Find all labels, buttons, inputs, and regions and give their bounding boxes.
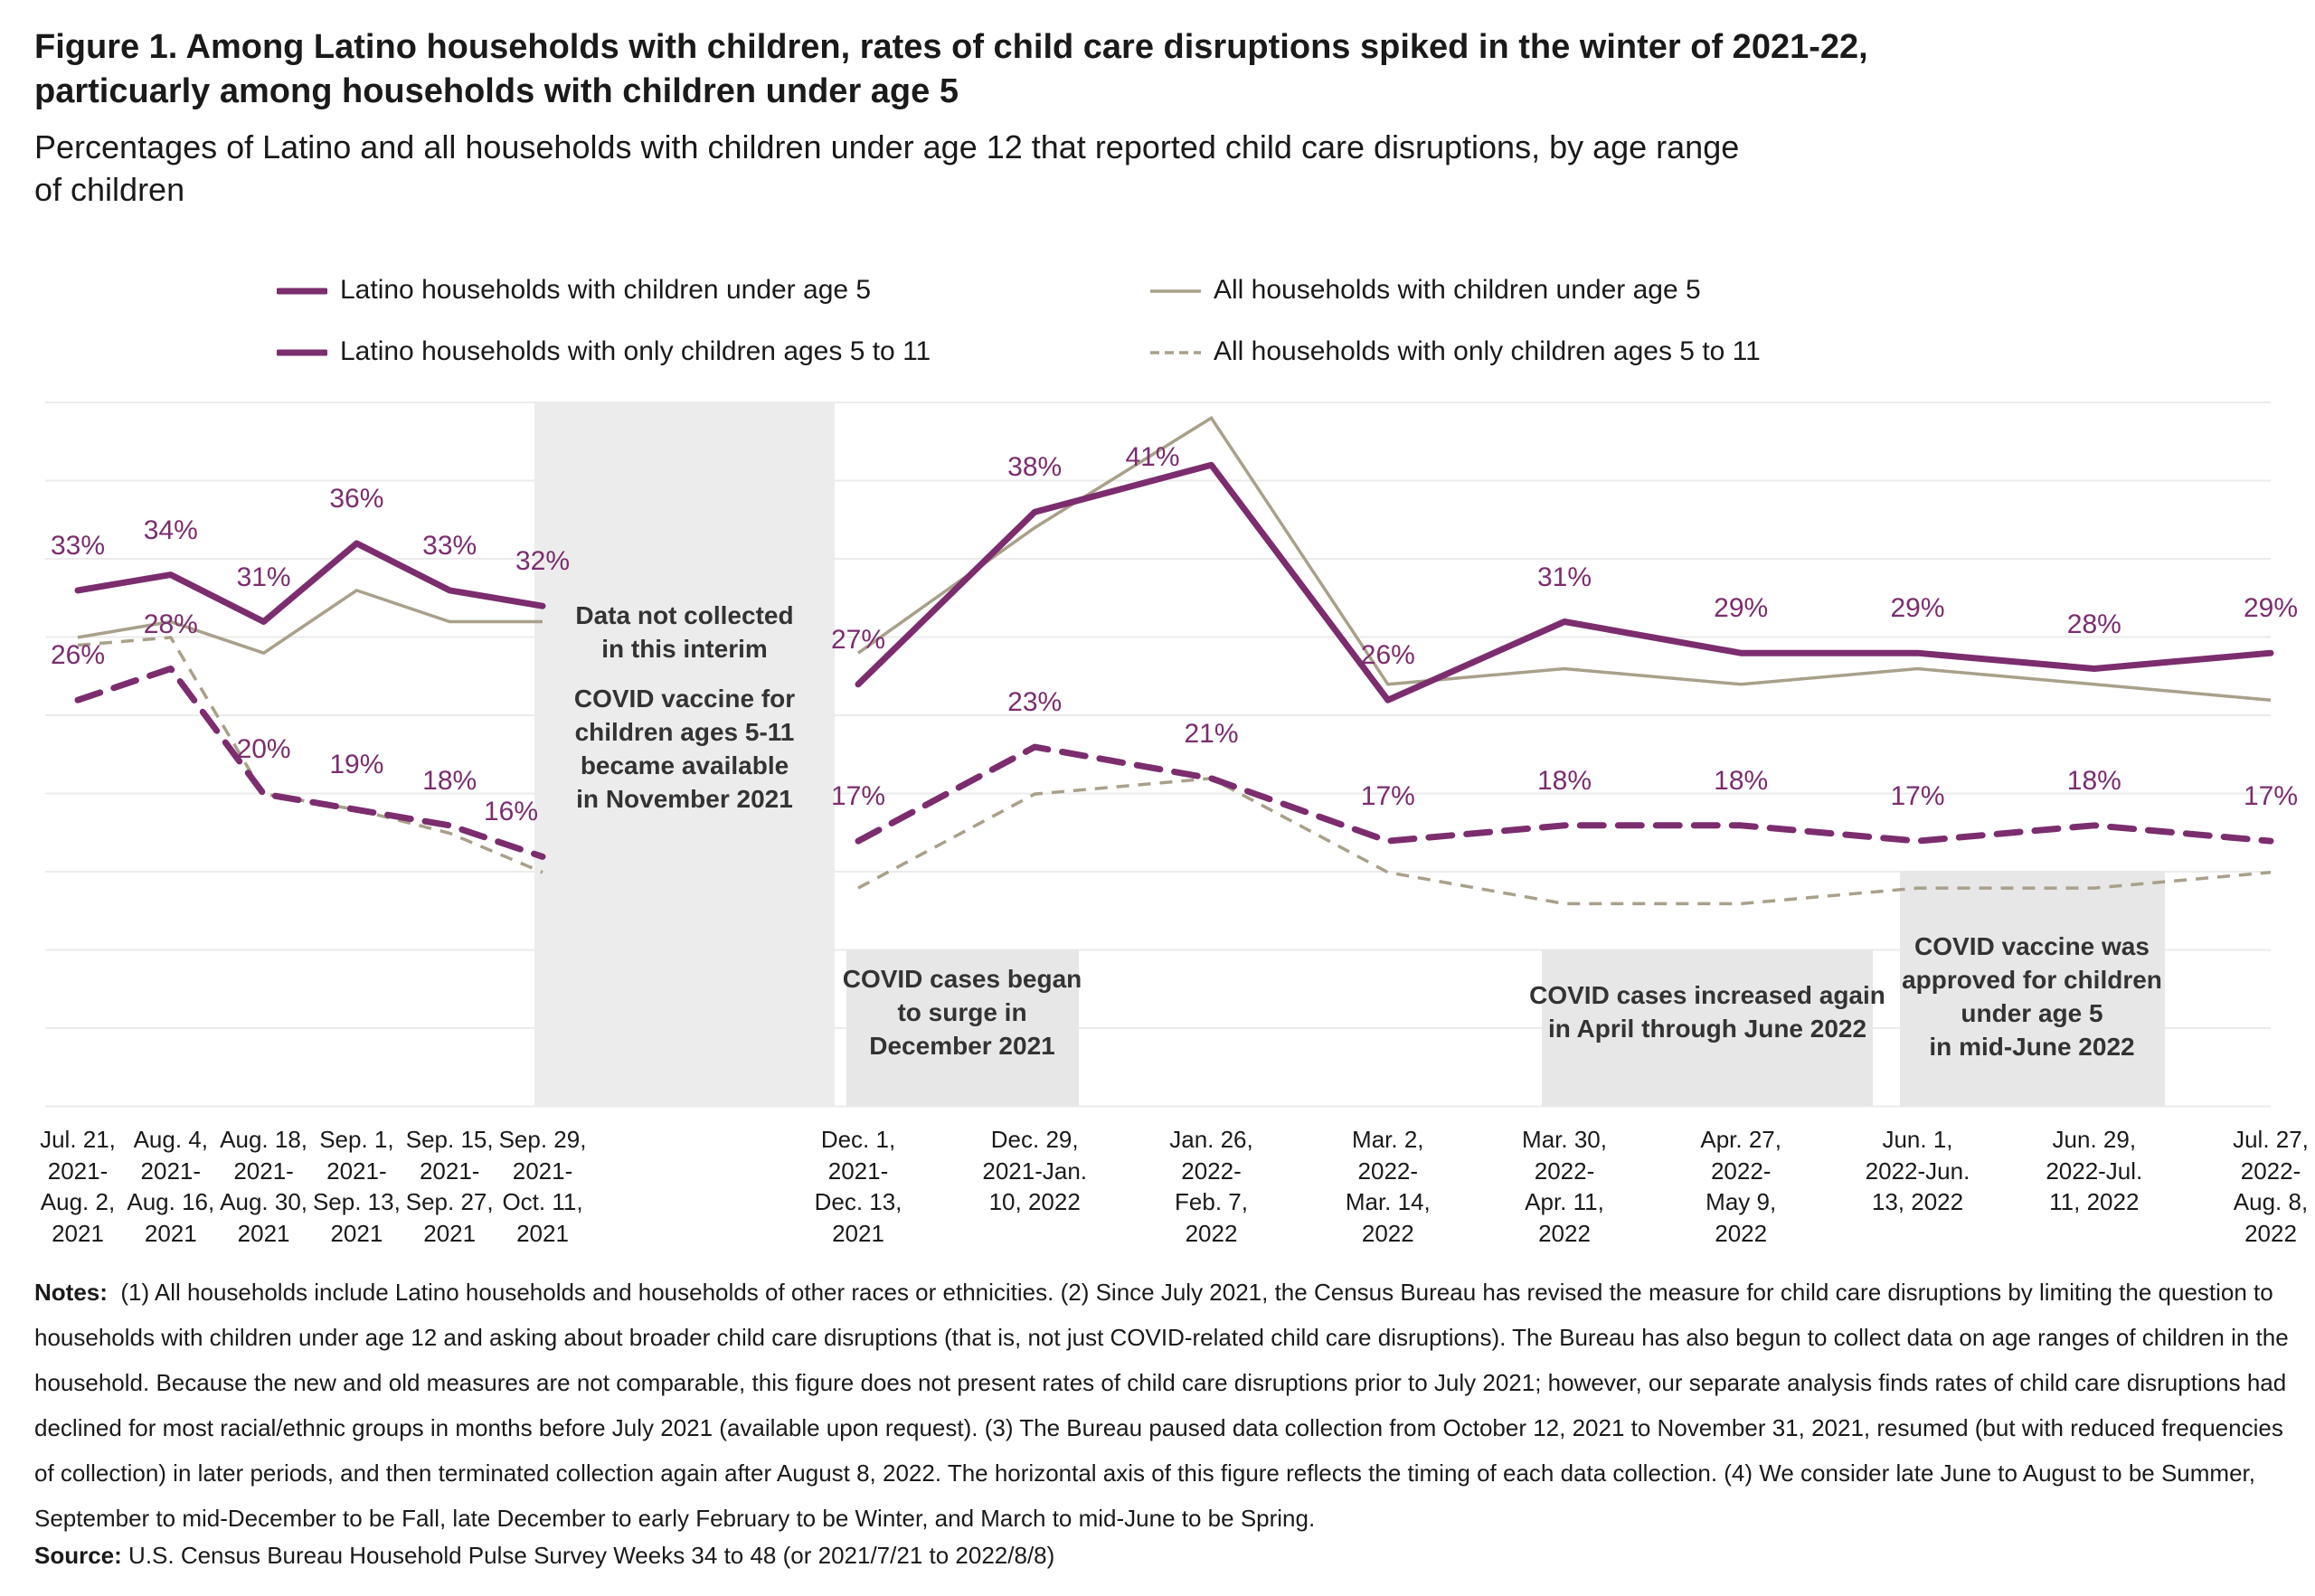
svg-text:29%: 29% <box>2244 593 2298 623</box>
svg-text:19%: 19% <box>329 750 383 779</box>
svg-text:38%: 38% <box>1007 452 1062 482</box>
svg-text:29%: 29% <box>1714 593 1768 623</box>
svg-text:in mid-June 2022: in mid-June 2022 <box>1929 1033 2134 1061</box>
svg-text:18%: 18% <box>1537 766 1592 796</box>
svg-text:COVID vaccine was: COVID vaccine was <box>1914 932 2150 960</box>
svg-text:18%: 18% <box>2067 766 2121 796</box>
svg-text:17%: 17% <box>831 781 885 811</box>
svg-text:to surge in: to surge in <box>897 998 1026 1026</box>
svg-text:COVID cases increased again: COVID cases increased again <box>1529 981 1885 1009</box>
svg-text:20%: 20% <box>237 734 291 764</box>
svg-text:21%: 21% <box>1184 719 1238 749</box>
svg-text:in this interim: in this interim <box>601 635 768 663</box>
svg-text:17%: 17% <box>2244 781 2298 811</box>
svg-text:16%: 16% <box>484 797 538 826</box>
svg-text:18%: 18% <box>422 766 477 796</box>
svg-text:approved for children: approved for children <box>1902 966 2162 994</box>
svg-text:in April through June 2022: in April through June 2022 <box>1548 1015 1866 1043</box>
svg-text:34%: 34% <box>144 515 198 545</box>
svg-text:36%: 36% <box>329 484 383 514</box>
svg-text:33%: 33% <box>422 531 477 561</box>
svg-text:28%: 28% <box>2067 609 2121 639</box>
svg-text:27%: 27% <box>831 625 885 655</box>
svg-text:18%: 18% <box>1714 766 1768 796</box>
svg-text:December 2021: December 2021 <box>869 1032 1054 1060</box>
svg-text:in November 2021: in November 2021 <box>576 785 793 813</box>
svg-text:31%: 31% <box>1537 562 1592 592</box>
svg-text:became available: became available <box>581 751 789 779</box>
svg-text:under age 5: under age 5 <box>1961 999 2102 1027</box>
svg-text:Data not collected: Data not collected <box>575 601 793 629</box>
svg-text:COVID cases began: COVID cases began <box>843 965 1082 993</box>
svg-text:children ages 5-11: children ages 5-11 <box>575 718 795 746</box>
svg-text:28%: 28% <box>144 609 198 639</box>
svg-text:26%: 26% <box>1361 640 1415 670</box>
svg-text:COVID vaccine for: COVID vaccine for <box>574 685 795 713</box>
svg-text:23%: 23% <box>1007 687 1062 717</box>
svg-text:17%: 17% <box>1361 781 1415 811</box>
svg-text:29%: 29% <box>1890 593 1944 623</box>
svg-text:17%: 17% <box>1890 781 1944 811</box>
svg-text:31%: 31% <box>237 562 291 592</box>
svg-text:41%: 41% <box>1126 442 1180 472</box>
svg-text:32%: 32% <box>515 546 570 576</box>
svg-text:33%: 33% <box>51 531 105 561</box>
svg-text:26%: 26% <box>51 640 105 670</box>
